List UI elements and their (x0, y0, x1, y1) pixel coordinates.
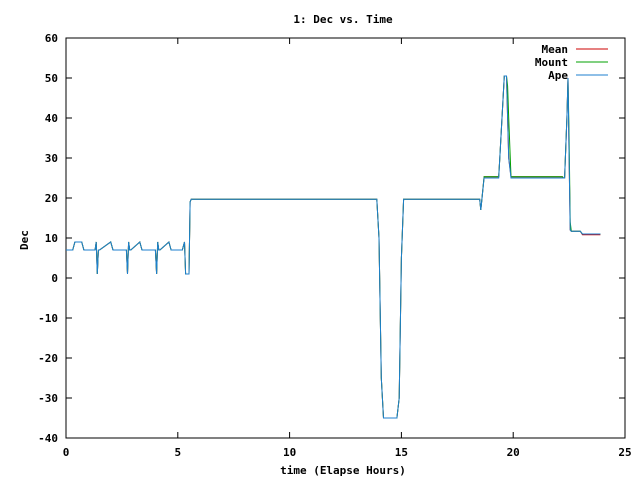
series-mount-line (66, 75, 601, 419)
y-tick-label: -10 (38, 312, 58, 325)
series-ape-line (66, 75, 601, 419)
x-axis-label: time (Elapse Hours) (280, 464, 406, 477)
y-axis: -40 -30 -20 -10 0 10 20 30 40 50 60 (38, 32, 625, 445)
y-tick-label: 50 (45, 72, 58, 85)
series-layer (66, 75, 601, 419)
legend-label-ape: Ape (548, 69, 568, 82)
y-tick-label: 40 (45, 112, 58, 125)
y-axis-label: Dec (18, 230, 31, 250)
series-mean-line (66, 75, 601, 419)
y-tick-label: 10 (45, 232, 58, 245)
y-tick-label: 20 (45, 192, 58, 205)
y-tick-label: -40 (38, 432, 58, 445)
x-tick-label: 0 (63, 446, 70, 459)
x-axis: 0 5 10 15 20 25 (63, 38, 632, 459)
x-tick-label: 25 (618, 446, 631, 459)
y-tick-label: 0 (51, 272, 58, 285)
chart-title: 1: Dec vs. Time (293, 13, 393, 26)
legend-label-mount: Mount (535, 56, 568, 69)
legend-label-mean: Mean (542, 43, 569, 56)
y-tick-label: 60 (45, 32, 58, 45)
y-tick-label: -20 (38, 352, 58, 365)
y-tick-label: -30 (38, 392, 58, 405)
x-tick-label: 15 (395, 446, 408, 459)
x-tick-label: 20 (507, 446, 520, 459)
plot-frame (65, 37, 626, 439)
y-tick-label: 30 (45, 152, 58, 165)
plot-area (65, 37, 626, 439)
x-tick-label: 10 (283, 446, 296, 459)
x-tick-label: 5 (174, 446, 181, 459)
